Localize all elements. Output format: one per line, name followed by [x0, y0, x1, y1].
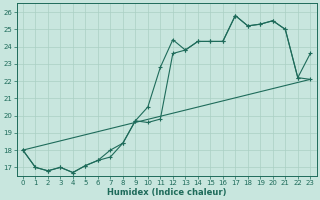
X-axis label: Humidex (Indice chaleur): Humidex (Indice chaleur): [107, 188, 226, 197]
